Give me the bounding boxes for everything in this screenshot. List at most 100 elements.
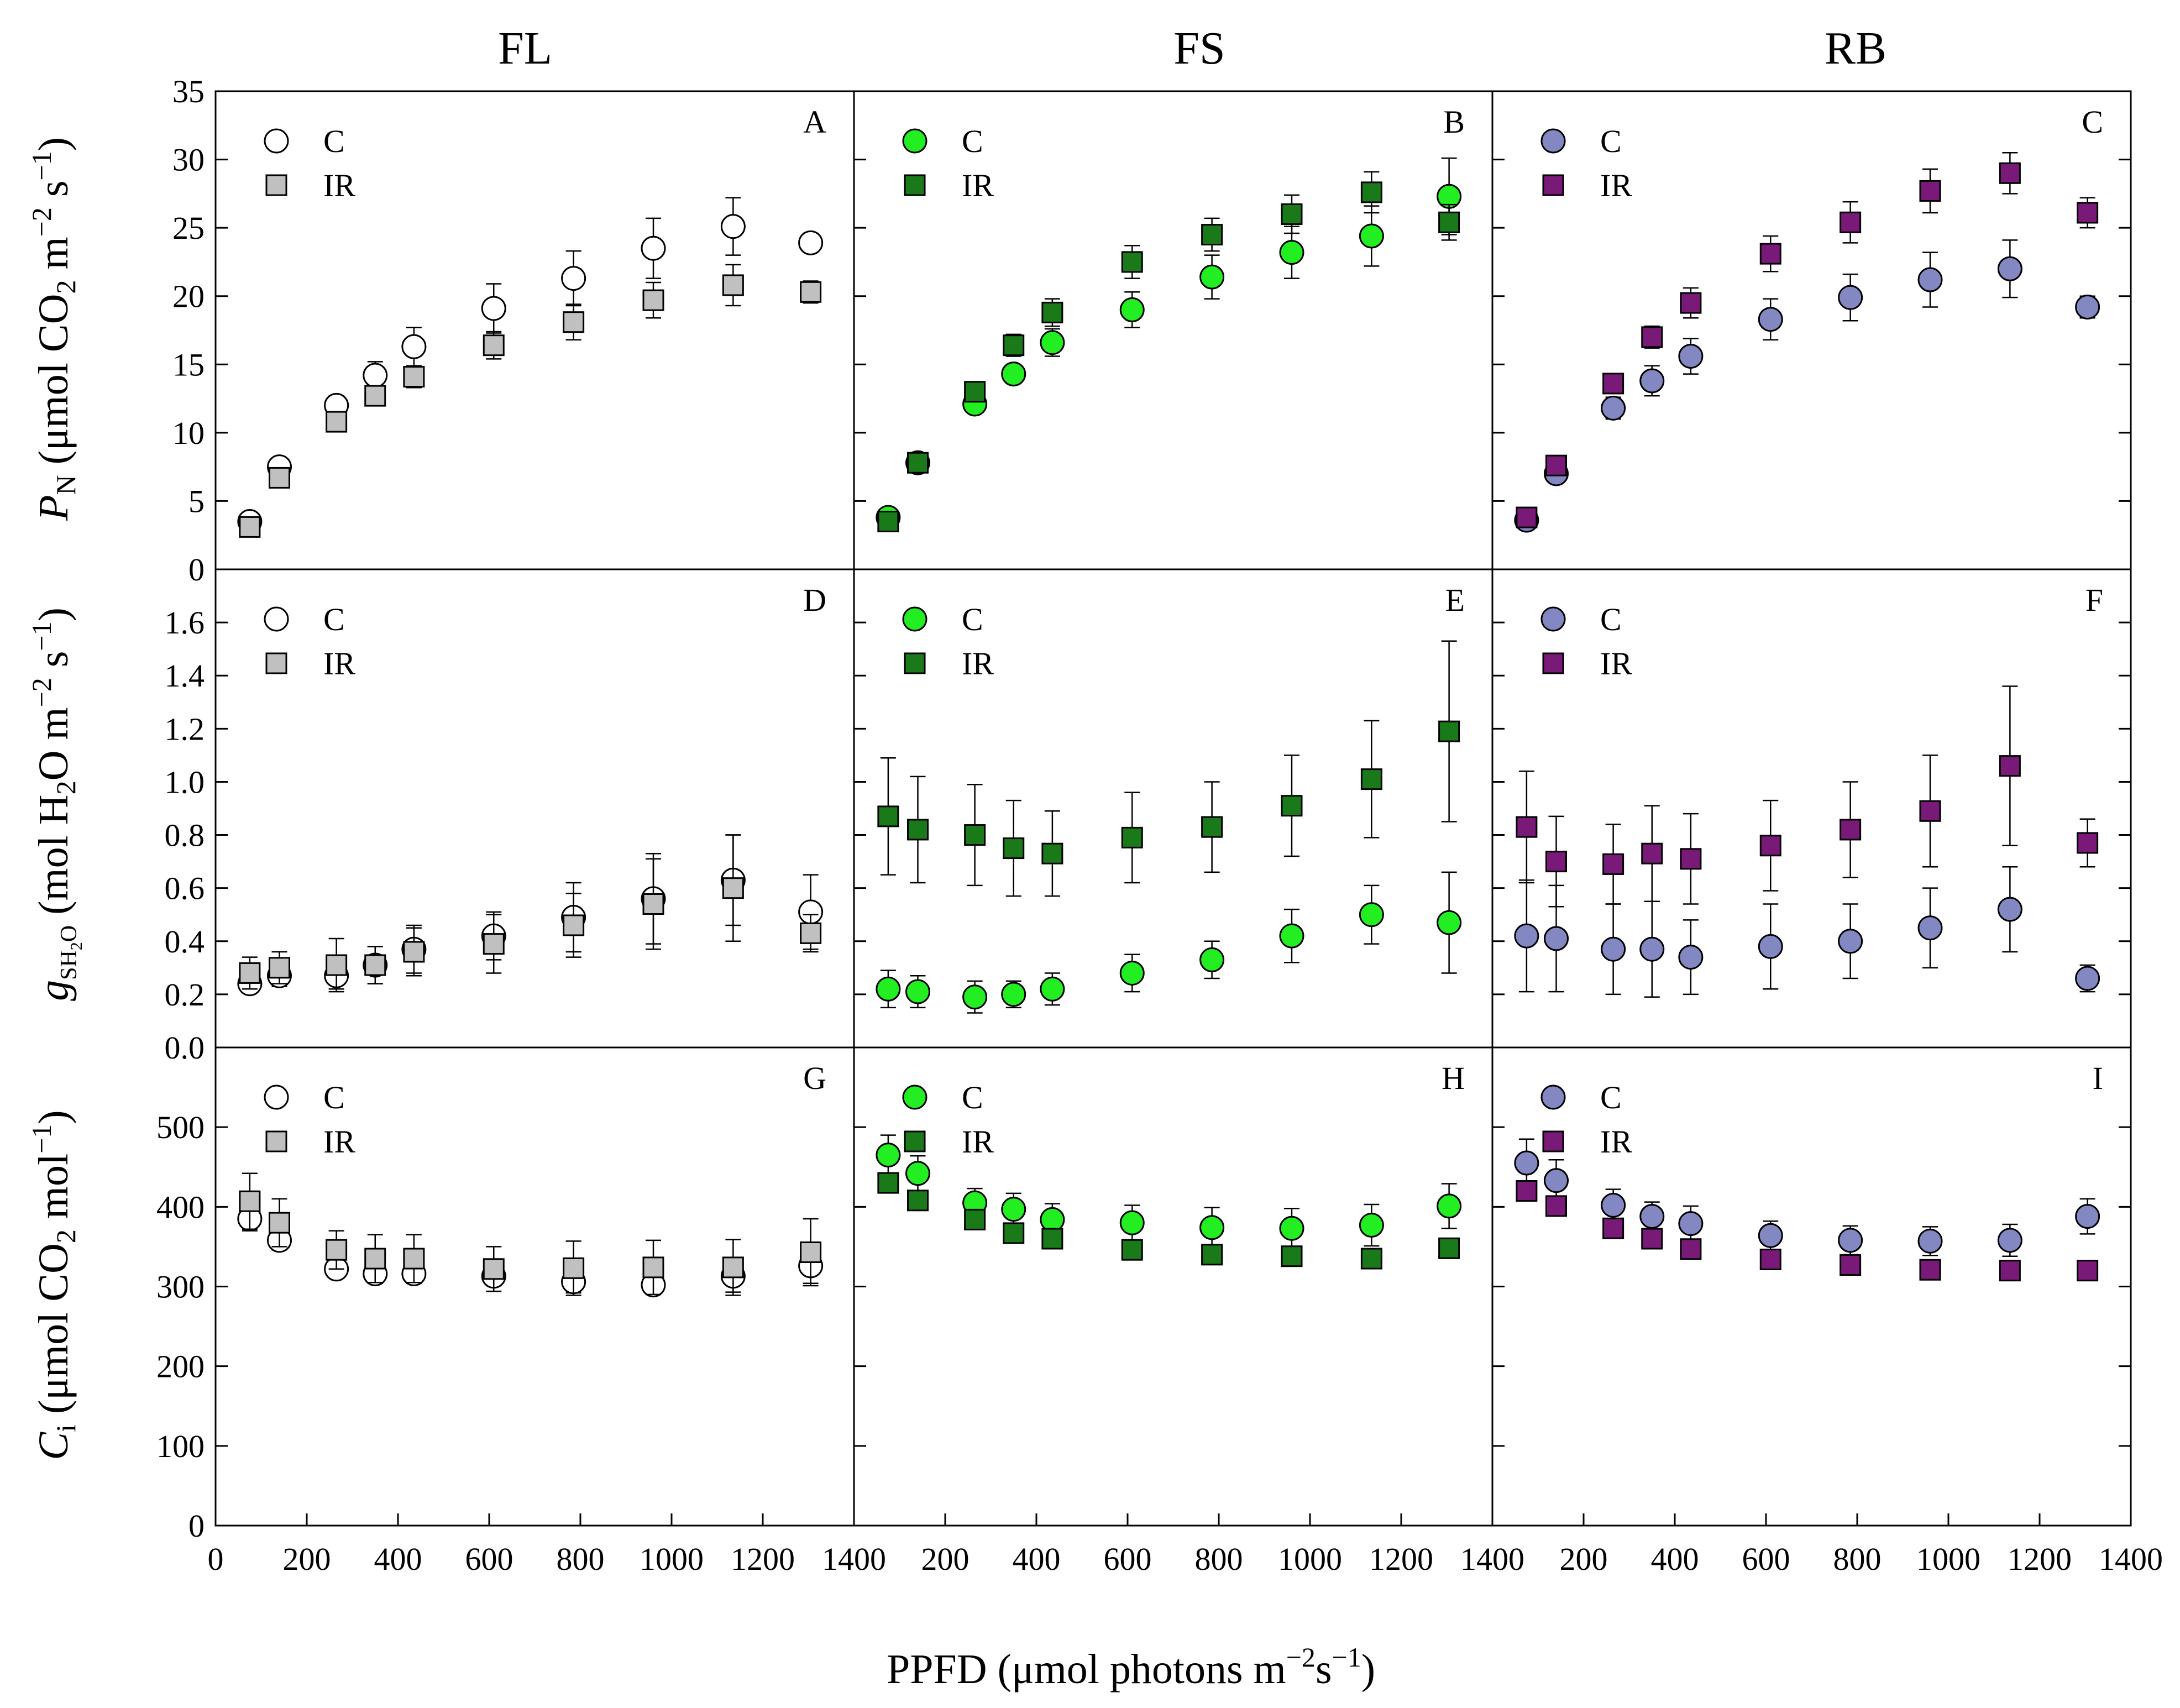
data-point [1119,297,1145,322]
legend-label-c: C [962,1080,983,1115]
data-point [483,1258,505,1280]
panel-frame [214,568,855,1049]
legend-marker-c [1540,1084,1566,1110]
data-point [239,1190,261,1212]
data-point [907,452,929,474]
panel-frame [853,568,1493,1049]
data-point [1759,835,1781,857]
y-tick-label: 0.0 [165,1030,205,1066]
data-point [326,411,348,433]
data-point [561,266,586,291]
data-point [1121,251,1143,273]
y-tick-label: 500 [156,1109,205,1145]
x-tick-label: 200 [1560,1541,1608,1577]
data-point [326,1239,348,1261]
data-point [642,893,664,915]
series-ir [239,264,822,538]
data-point [1201,816,1223,838]
data-point [1199,1215,1225,1240]
data-point [877,805,899,827]
x-tick-label: 800 [1195,1541,1243,1577]
data-point [1279,1215,1304,1241]
y-tick-label: 100 [156,1428,205,1464]
data-point [1639,368,1665,394]
data-point [1041,1228,1063,1250]
data-point [722,877,744,899]
panel-letter: B [1443,104,1465,140]
legend-label-ir: IR [1600,646,1632,682]
y-tick-label: 300 [156,1269,205,1305]
data-point [1514,923,1539,949]
x-tick-label: 1200 [1369,1541,1433,1577]
data-point [1641,1228,1663,1250]
data-point [403,941,425,963]
legend-marker-c [1540,606,1566,632]
x-tick-label: 1000 [1916,1541,1980,1577]
data-point [1544,926,1569,951]
data-point [1759,243,1781,265]
panel-letter: G [803,1060,826,1096]
data-point [1438,211,1460,233]
series-c [1514,1138,2100,1257]
panel-c: C C IR [1491,90,2132,570]
y-tick-label: 0.6 [165,871,205,907]
data-point [481,296,506,321]
data-point [1678,945,1704,970]
data-point [722,274,744,296]
legend-label-c: C [323,1080,345,1115]
data-point [1360,1248,1382,1270]
y-tick-label: 30 [172,142,205,178]
legend-marker-ir [265,174,287,196]
data-point [1759,1248,1781,1270]
y-tick-label: 1.6 [165,605,205,641]
data-point [877,1172,899,1194]
data-point [1840,819,1862,841]
data-point [1359,902,1384,928]
panel-i: I C IR [1491,1046,2132,1527]
data-point [1838,929,1863,954]
data-point [563,1257,585,1279]
column-title-fs: FS [1173,23,1225,74]
column-title-rb: RB [1825,23,1886,74]
data-point [1359,1212,1384,1238]
data-point [364,1248,386,1270]
data-point [1040,330,1065,355]
y-axis-labels: PN (μmol CO2 m−2 s−1) gSH2O (mol H2O m−2… [26,137,86,1460]
data-point [1838,1228,1863,1253]
series-ir [1516,1180,2099,1282]
panel-letter: F [2085,582,2103,618]
x-tick-label: 1000 [640,1541,704,1577]
legend-label-ir: IR [323,646,355,682]
data-point [1545,1195,1567,1217]
x-axis-label: PPFD (μmol photons m−2s−1) [887,1642,1375,1693]
data-point [1678,343,1704,369]
data-point [1281,1245,1303,1267]
data-point [2077,832,2099,854]
legend-marker-c [264,128,289,154]
x-tick-label: 1200 [731,1541,795,1577]
data-point [1641,326,1663,348]
legend-label-ir: IR [1600,1124,1632,1160]
data-point [1639,936,1665,962]
data-point [1001,361,1026,387]
data-point [363,363,388,388]
x-tick-label: 1400 [822,1541,886,1577]
data-point [1516,1180,1538,1202]
data-point [1639,1204,1665,1229]
panel-h: H C IR [853,1046,1493,1527]
legend-label-ir: IR [323,1124,355,1160]
x-tick-label: 800 [1833,1541,1882,1577]
x-tick-label: 600 [465,1541,513,1577]
data-point [1997,256,2022,281]
data-point [1999,1260,2021,1282]
panel-letter: H [1442,1060,1465,1096]
series-c [1514,866,2100,998]
y-tick-label: 0.8 [165,818,205,853]
x-tick-label: 0 [208,1541,224,1577]
data-point [1545,851,1567,873]
data-point [2075,1204,2100,1229]
data-point [1040,976,1065,1002]
panel-e: E C IR [853,568,1493,1049]
data-point [800,281,822,303]
